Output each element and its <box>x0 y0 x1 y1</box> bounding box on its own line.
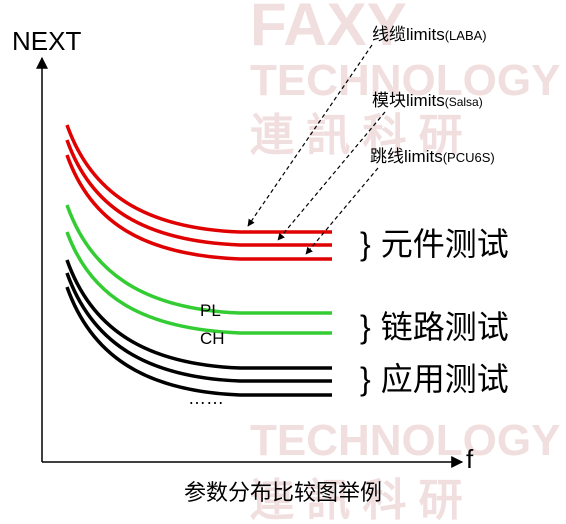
curve <box>65 272 332 383</box>
ellipsis: …… <box>188 388 224 408</box>
curve <box>65 259 332 370</box>
x-axis-label: f <box>466 444 474 474</box>
curve <box>65 124 332 234</box>
watermark: TECHNOLOGY <box>250 416 560 465</box>
y-axis-label: NEXT <box>12 26 81 56</box>
watermark: 連 訊 科 研 <box>250 111 463 160</box>
watermark: TECHNOLOGY <box>250 56 560 105</box>
annotation-label: 跳线limits <box>370 147 443 166</box>
watermark: FAXY <box>250 0 407 58</box>
curve <box>65 286 332 397</box>
group: } 应用测试 <box>360 361 509 397</box>
application-curves <box>65 259 332 397</box>
link-curves <box>65 204 332 335</box>
curve <box>65 231 332 335</box>
annotation-label: 模块limits <box>372 91 445 110</box>
group-label: 链路测试 <box>381 309 509 345</box>
component-curves <box>65 124 332 261</box>
annotation-sub: (Salsa) <box>445 95 483 109</box>
group-label: 元件测试 <box>381 226 509 262</box>
curve <box>65 154 332 261</box>
brace: } <box>360 309 371 345</box>
caption: 参数分布比较图举例 <box>184 480 382 505</box>
group: } 元件测试 <box>360 226 509 262</box>
annotation-sub: (PCU6S) <box>443 150 495 165</box>
curve-label: PL <box>200 301 221 320</box>
annotation: 跳线limits(PCU6S) <box>370 147 495 166</box>
curve <box>65 204 332 315</box>
annotation: 模块limits(Salsa) <box>372 91 483 110</box>
annotation-label: 线缆limits <box>372 25 445 44</box>
group: } 链路测试 <box>360 309 509 345</box>
group-label: 应用测试 <box>381 361 509 397</box>
pointer <box>305 167 379 255</box>
brace: } <box>360 226 371 262</box>
pointer-arrows <box>247 44 386 255</box>
pointer <box>247 44 373 227</box>
curve-label: CH <box>200 329 225 348</box>
annotation: 线缆limits(LABA) <box>372 25 487 44</box>
annotation-sub: (LABA) <box>445 28 487 43</box>
brace: } <box>360 361 371 397</box>
watermark: 連 訊 科 研 <box>250 476 463 524</box>
curve <box>65 139 332 247</box>
